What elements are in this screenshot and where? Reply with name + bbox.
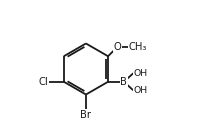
Text: OH: OH <box>133 69 147 78</box>
Text: OH: OH <box>133 86 147 95</box>
Text: O: O <box>113 42 121 52</box>
Text: CH₃: CH₃ <box>128 42 146 52</box>
Text: B: B <box>120 77 127 87</box>
Text: Br: Br <box>80 110 91 120</box>
Text: Cl: Cl <box>39 77 48 87</box>
